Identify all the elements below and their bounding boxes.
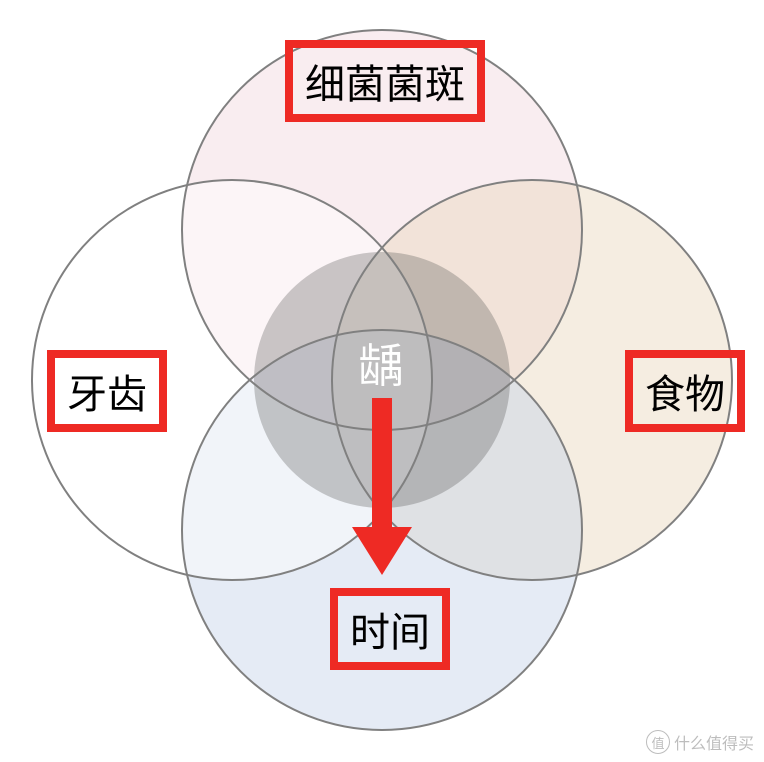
watermark: 值 什么值得买 <box>646 730 754 754</box>
watermark-text: 什么值得买 <box>674 730 754 754</box>
label-right: 食物 <box>625 350 745 432</box>
label-left-text: 牙齿 <box>67 373 147 417</box>
label-bottom-text: 时间 <box>350 611 430 655</box>
label-top-text: 细菌菌斑 <box>305 63 465 107</box>
watermark-badge: 值 <box>646 730 670 754</box>
label-left: 牙齿 <box>47 350 167 432</box>
label-center: 龋 <box>358 330 404 396</box>
label-bottom: 时间 <box>330 588 450 670</box>
label-right-text: 食物 <box>645 373 725 417</box>
label-top: 细菌菌斑 <box>285 40 485 122</box>
label-center-text: 龋 <box>358 340 404 392</box>
diagram-stage: 细菌菌斑 牙齿 食物 时间 龋 值 什么值得买 <box>0 0 764 762</box>
